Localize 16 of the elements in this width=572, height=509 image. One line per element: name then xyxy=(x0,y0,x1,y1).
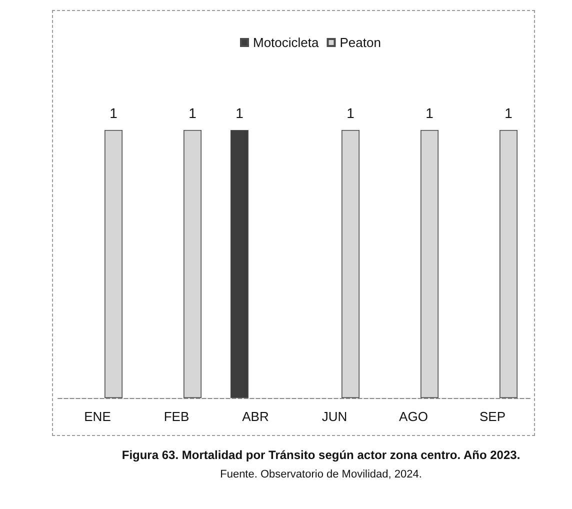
x-tick-label: AGO xyxy=(399,409,428,424)
data-label: 1 xyxy=(426,105,434,121)
x-tick-label: ABR xyxy=(242,409,269,424)
text: Figura 63. Mortalidad por Tránsito según actor zona centro. Año 2023. xyxy=(122,448,520,462)
source-note: Fuente. Observatorio de Movilidad, 2024. xyxy=(220,468,422,480)
legend-label: Peaton xyxy=(340,35,381,50)
data-label: 1 xyxy=(188,105,197,121)
data-label: 1 xyxy=(110,105,118,121)
legend-label: Motocicleta xyxy=(253,35,320,50)
data-label: 1 xyxy=(504,105,513,121)
data-label: 1 xyxy=(236,105,244,121)
x-tick-label: FEB xyxy=(164,409,190,424)
data-label: 1 xyxy=(346,105,355,121)
x-tick-label: SEP xyxy=(479,409,506,424)
x-tick-label: JUN xyxy=(322,409,348,424)
x-tick-label: ENE xyxy=(84,409,112,424)
